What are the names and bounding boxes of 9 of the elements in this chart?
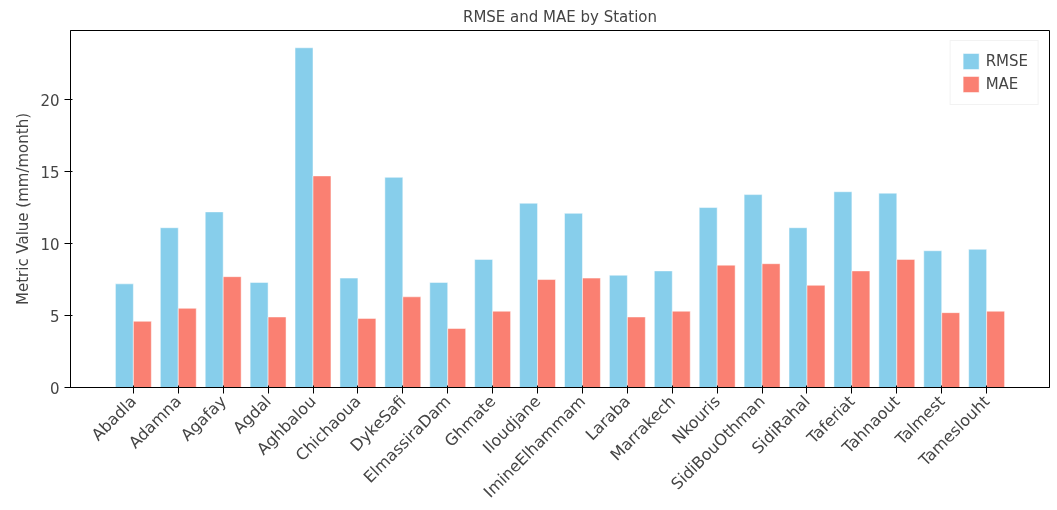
- y-tick-label: 20: [40, 91, 60, 110]
- y-tick-label: 0: [49, 379, 60, 398]
- legend-label: MAE: [985, 75, 1019, 93]
- legend-label: RMSE: [985, 52, 1028, 70]
- chart-title: RMSE and MAE by Station: [462, 7, 658, 26]
- y-tick-label: 5: [49, 307, 60, 326]
- y-axis-title: Metric Value (mm/month): [14, 112, 33, 306]
- y-tick-label: 15: [40, 163, 60, 182]
- y-tick-label: 10: [40, 235, 60, 254]
